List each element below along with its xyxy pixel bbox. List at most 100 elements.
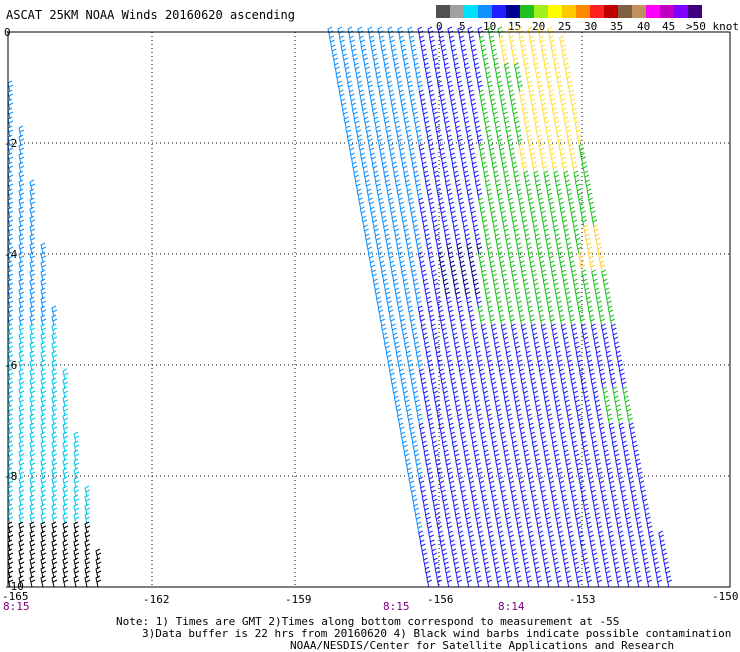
wind-barb (666, 575, 673, 588)
wind-barb (398, 143, 405, 156)
wind-barb (444, 287, 451, 300)
wind-barb (547, 80, 553, 93)
wind-barb (534, 233, 541, 246)
wind-barb (618, 530, 624, 543)
wind-barb (620, 431, 627, 444)
wind-barb (420, 44, 427, 57)
wind-barb (494, 341, 500, 354)
wind-barb (560, 323, 567, 336)
wind-barb (535, 125, 542, 138)
wind-barb (530, 44, 537, 57)
wind-barb (459, 260, 466, 273)
wind-barb (573, 395, 580, 408)
wind-barb (596, 467, 603, 480)
wind-barb (551, 440, 558, 453)
wind-barb (575, 458, 581, 471)
wind-barb (612, 386, 619, 399)
wind-barb (397, 413, 403, 426)
wind-barb (444, 512, 451, 525)
wind-barb (615, 458, 621, 471)
wind-barb (40, 251, 47, 264)
wind-barb (489, 539, 496, 552)
wind-barb (618, 476, 625, 489)
wind-barb (543, 503, 550, 516)
wind-barb (73, 449, 80, 462)
wind-barb (433, 224, 439, 237)
wind-barb (423, 170, 430, 183)
wind-barb (514, 341, 520, 354)
wind-barb (470, 485, 476, 498)
wind-barb (446, 242, 453, 255)
wind-barb (411, 215, 418, 228)
wind-barb (402, 386, 409, 399)
wind-barb (485, 125, 492, 138)
wind-barb (460, 44, 467, 57)
wind-barb (554, 233, 561, 246)
wind-barb (468, 476, 475, 489)
wind-barb (648, 530, 654, 543)
wind-barb (590, 377, 597, 390)
wind-barb (521, 440, 528, 453)
wind-barb (396, 296, 402, 309)
wind-barb (522, 332, 529, 345)
wind-barb (430, 323, 437, 336)
wind-barb (363, 224, 369, 237)
wind-barb (442, 107, 448, 120)
lat-label: -4 (4, 248, 18, 261)
legend-label: 0 (436, 20, 443, 33)
wind-barb (501, 548, 508, 561)
wind-barb (465, 125, 472, 138)
wind-barb (482, 386, 489, 399)
wind-barb (488, 89, 495, 102)
legend-swatch (618, 5, 632, 18)
wind-barb (469, 314, 476, 327)
wind-barb (502, 386, 509, 399)
wind-barb (523, 557, 529, 570)
wind-barb (365, 125, 372, 138)
wind-barb (40, 521, 47, 534)
wind-barb (51, 440, 58, 453)
wind-barb (425, 350, 432, 363)
wind-barb (418, 143, 425, 156)
wind-barb (540, 152, 546, 165)
wind-barb (488, 476, 495, 489)
wind-barb (588, 476, 595, 489)
wind-barb (18, 458, 25, 471)
wind-barb (84, 575, 91, 588)
wind-barb (51, 449, 58, 462)
wind-barb (473, 116, 480, 129)
wind-barb (335, 71, 342, 84)
wind-barb (18, 215, 25, 228)
wind-barb (540, 377, 547, 390)
wind-barb (84, 521, 91, 534)
wind-barb (611, 494, 618, 507)
wind-barb (560, 485, 566, 498)
wind-barb (51, 575, 58, 588)
wind-barb (419, 260, 426, 273)
wind-barb (62, 440, 69, 453)
wind-barb (569, 539, 576, 552)
wind-barb (613, 557, 619, 570)
wind-barb (584, 341, 590, 354)
wind-barb (423, 224, 429, 237)
wind-barb (557, 413, 563, 426)
wind-barb (18, 494, 25, 507)
wind-barb (483, 62, 490, 75)
wind-barb (513, 116, 520, 129)
wind-barb (578, 197, 585, 210)
wind-barb (614, 512, 621, 525)
wind-barb (413, 449, 420, 462)
wind-barb (486, 575, 493, 588)
wind-barb (555, 350, 562, 363)
wind-barb (476, 521, 483, 534)
wind-barb (451, 269, 457, 282)
wind-barb (445, 458, 451, 471)
wind-barb (404, 341, 410, 354)
wind-barb (524, 179, 531, 192)
wind-barb (373, 116, 380, 129)
wind-barb (542, 278, 549, 291)
wind-barb (431, 161, 438, 174)
wind-barb (418, 530, 424, 543)
wind-barb (505, 71, 512, 84)
wind-barb (418, 476, 425, 489)
